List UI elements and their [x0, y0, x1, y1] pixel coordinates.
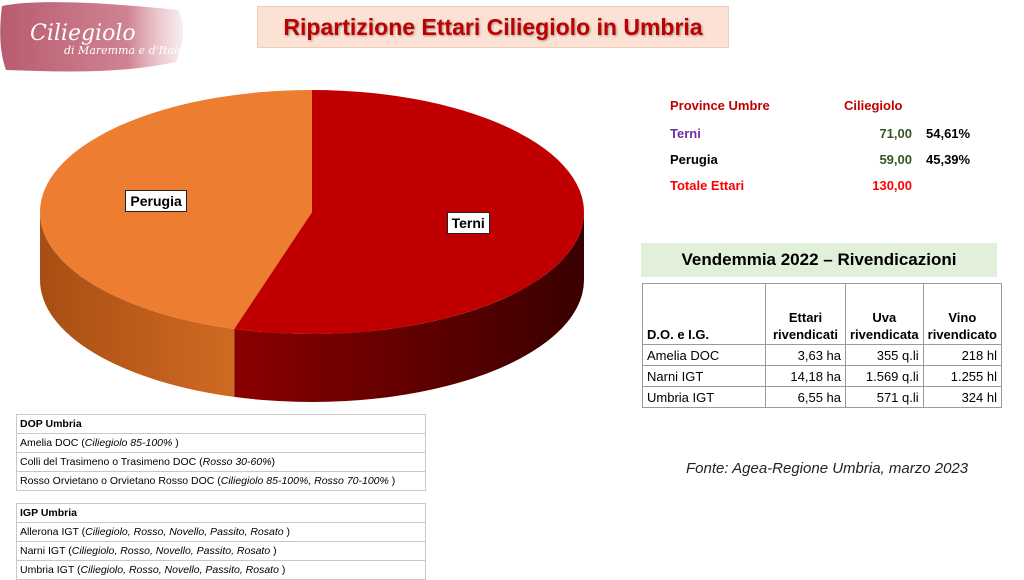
vendemmia-header-dog: D.O. e I.G. [642, 283, 766, 345]
pie-label-perugia: Perugia [125, 190, 187, 213]
igp-header: IGP Umbria [16, 503, 426, 523]
summary-row-terni-name: Terni [670, 126, 701, 141]
summary-total-value: 130,00 [872, 178, 912, 193]
source-note: Fonte: Agea-Regione Umbria, marzo 2023 [686, 460, 969, 477]
vendemmia-table: D.O. e I.G. Ettari rivendicati Uva riven… [642, 283, 1003, 408]
list-item: Colli del Trasimeno o Trasimeno DOC (Ros… [16, 452, 426, 472]
pie-svg [40, 89, 585, 402]
summary-row-perugia-percent: 45,39% [926, 152, 971, 167]
list-item: Narni IGT (Ciliegiolo, Rosso, Novello, P… [16, 541, 426, 561]
igp-name: Narni IGT [20, 545, 66, 557]
table-cell: 324 hl [922, 386, 1003, 408]
igp-detail: Ciliegiolo, Rosso, Novello, Passito, Ros… [80, 564, 279, 576]
igp-name: Umbria IGT [20, 564, 75, 576]
logo-script-text: Ciliegiolo [30, 21, 136, 46]
page-title: Ripartizione Ettari Ciliegiolo in Umbria [283, 13, 703, 40]
dop-detail: Ciliegiolo 85-100% [84, 437, 173, 449]
page-title-box: Ripartizione Ettari Ciliegiolo in Umbria [257, 6, 729, 48]
table-cell: 6,55 ha [765, 386, 846, 408]
igp-name: Allerona IGT [20, 526, 79, 538]
table-cell: 1.255 hl [922, 365, 1003, 387]
summary-header-value: Ciliegiolo [844, 98, 903, 113]
logo-subtitle: di Maremma e d'Italia [64, 44, 188, 57]
vendemmia-title: Vendemmia 2022 – Rivendicazioni [641, 243, 997, 277]
pie-label-terni: Terni [446, 211, 490, 234]
summary-row-terni-value: 71,00 [879, 126, 912, 141]
table-row: Narni IGT 14,18 ha 1.569 q.li 1.255 hl [642, 365, 1003, 387]
table-cell: Amelia DOC [642, 344, 766, 366]
list-item: Allerona IGT (Ciliegiolo, Rosso, Novello… [16, 522, 426, 542]
dop-name: Amelia DOC [20, 437, 79, 449]
summary-total-label: Totale Ettari [670, 178, 745, 193]
dop-header: DOP Umbria [16, 414, 426, 434]
dop-detail: Ciliegiolo 85-100%, Rosso 70-100% [220, 475, 389, 487]
igp-detail: Ciliegiolo, Rosso, Novello, Passito, Ros… [85, 526, 284, 538]
table-cell: 571 q.li [845, 386, 924, 408]
igp-detail: Ciliegiolo, Rosso, Novello, Passito, Ros… [71, 545, 271, 557]
table-cell: Narni IGT [642, 365, 766, 387]
pie-chart: Terni Perugia [30, 84, 600, 414]
vendemmia-header-ettari: Ettari rivendicati [765, 283, 846, 345]
list-item: Amelia DOC (Ciliegiolo 85-100% ) [16, 433, 426, 453]
table-cell: 14,18 ha [765, 365, 846, 387]
table-row: Amelia DOC 3,63 ha 355 q.li 218 hl [642, 344, 1003, 366]
table-cell: 1.569 q.li [845, 365, 924, 387]
list-item: Rosso Orvietano o Orvietano Rosso DOC (C… [16, 471, 426, 491]
table-cell: 355 q.li [845, 344, 924, 366]
dop-name: Rosso Orvietano o Orvietano Rosso DOC [20, 475, 215, 487]
ciliegiolo-logo: Ciliegiolo di Maremma e d'Italia [0, 0, 190, 74]
summary-row-terni-percent: 54,61% [926, 126, 971, 141]
table-cell: Umbria IGT [642, 386, 766, 408]
dop-igp-table: DOP Umbria Amelia DOC (Ciliegiolo 85-100… [16, 414, 426, 580]
summary-row-perugia-name: Perugia [670, 152, 718, 167]
table-cell: 3,63 ha [765, 344, 846, 366]
summary-header-province: Province Umbre [670, 98, 770, 113]
table-row: Umbria IGT 6,55 ha 571 q.li 324 hl [642, 386, 1003, 408]
table-cell: 218 hl [922, 344, 1003, 366]
pie-slice-terni [234, 90, 585, 334]
pie-side-perugia [40, 212, 235, 397]
dop-detail: Rosso 30-60% [202, 456, 272, 468]
pie-side-terni [234, 212, 584, 402]
vendemmia-header-uva: Uva rivendicata [845, 283, 924, 345]
summary-row-perugia-value: 59,00 [879, 152, 912, 167]
dop-name: Colli del Trasimeno o Trasimeno DOC [20, 456, 197, 468]
vendemmia-header-row: D.O. e I.G. Ettari rivendicati Uva riven… [642, 283, 1003, 345]
vendemmia-header-vino: Vino rivendicato [922, 283, 1003, 345]
spacer-row [16, 490, 426, 504]
list-item: Umbria IGT (Ciliegiolo, Rosso, Novello, … [16, 560, 426, 580]
